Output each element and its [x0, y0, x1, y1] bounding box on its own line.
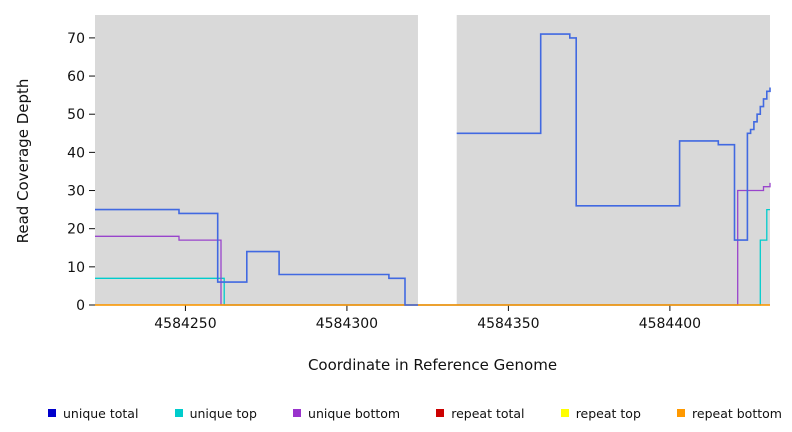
- legend-swatch-icon: [48, 409, 56, 417]
- legend-label: repeat total: [451, 405, 525, 421]
- x-tick-label: 4584400: [639, 316, 701, 332]
- legend-label: repeat bottom: [692, 405, 782, 421]
- masked-region: [417, 15, 457, 305]
- y-tick-label: 10: [67, 260, 85, 276]
- x-tick-label: 4584300: [316, 316, 378, 332]
- y-tick-label: 70: [67, 31, 85, 47]
- legend-swatch-icon: [293, 409, 302, 417]
- coverage-plot: 4584250 4584300 4584350 4584400 0 10 20 30 40 50 6…: [67, 15, 771, 332]
- y-tick-label: 40: [67, 145, 85, 161]
- y-tick-label: 30: [67, 184, 85, 200]
- x-tick-label: 4584350: [477, 316, 539, 332]
- legend-label: repeat top: [575, 405, 641, 421]
- legend-item-unique-total: unique total: [48, 406, 138, 421]
- legend-swatch-icon: [677, 409, 686, 417]
- x-tick-label: 4584250: [154, 316, 216, 332]
- y-tick-label: 50: [67, 107, 85, 123]
- series-line-unique-total: [456, 33, 771, 241]
- series-line-unique-total: [95, 208, 418, 306]
- y-tick-label: 60: [67, 69, 85, 85]
- legend-item-repeat-total: repeat total: [436, 405, 525, 421]
- legend-label: unique bottom: [308, 405, 401, 421]
- legend-label: unique top: [189, 405, 257, 421]
- y-tick-label: 0: [76, 298, 85, 314]
- legend-label: unique total: [63, 405, 139, 421]
- legend-item-repeat-top: repeat top: [560, 405, 641, 421]
- legend-swatch-icon: [174, 409, 183, 417]
- legend-swatch-icon: [436, 409, 445, 417]
- legend-item-unique-bottom: unique bottom: [293, 406, 400, 421]
- legend: unique total unique top unique bottom repea…: [48, 404, 782, 422]
- legend-swatch-icon: [560, 409, 569, 417]
- x-axis-title: Coordinate in Reference Genome: [307, 356, 558, 374]
- legend-item-unique-top: unique top: [174, 405, 257, 421]
- y-axis-title: Read Coverage Depth: [14, 78, 32, 244]
- y-tick-label: 20: [67, 222, 85, 238]
- legend-item-repeat-bottom: repeat bottom: [677, 406, 782, 421]
